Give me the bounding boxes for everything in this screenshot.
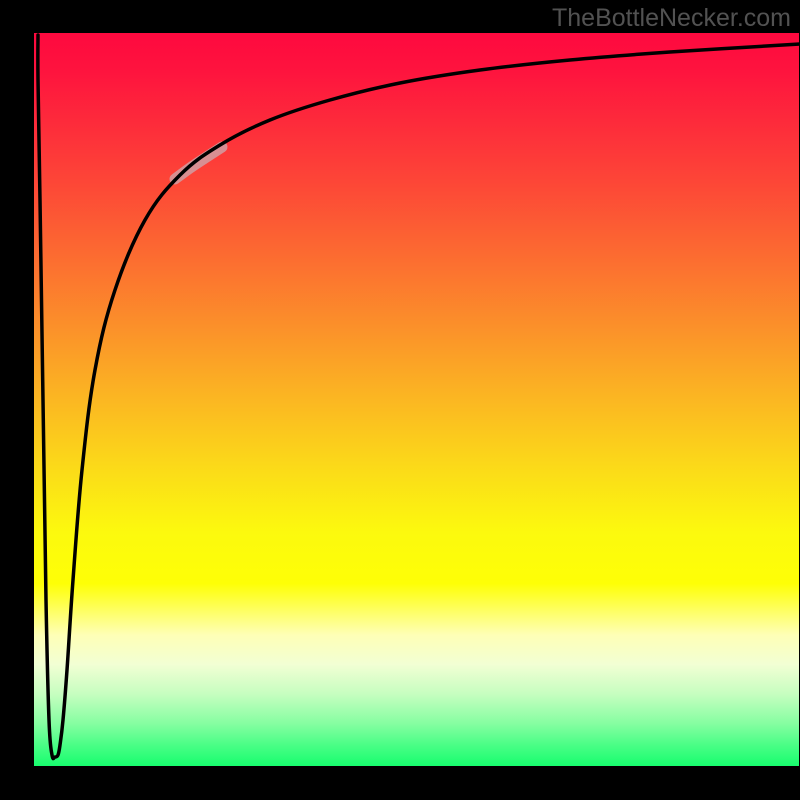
chart-container: TheBottleNecker.com (0, 0, 800, 800)
watermark-text: TheBottleNecker.com (552, 4, 791, 33)
gradient-background (33, 33, 800, 767)
